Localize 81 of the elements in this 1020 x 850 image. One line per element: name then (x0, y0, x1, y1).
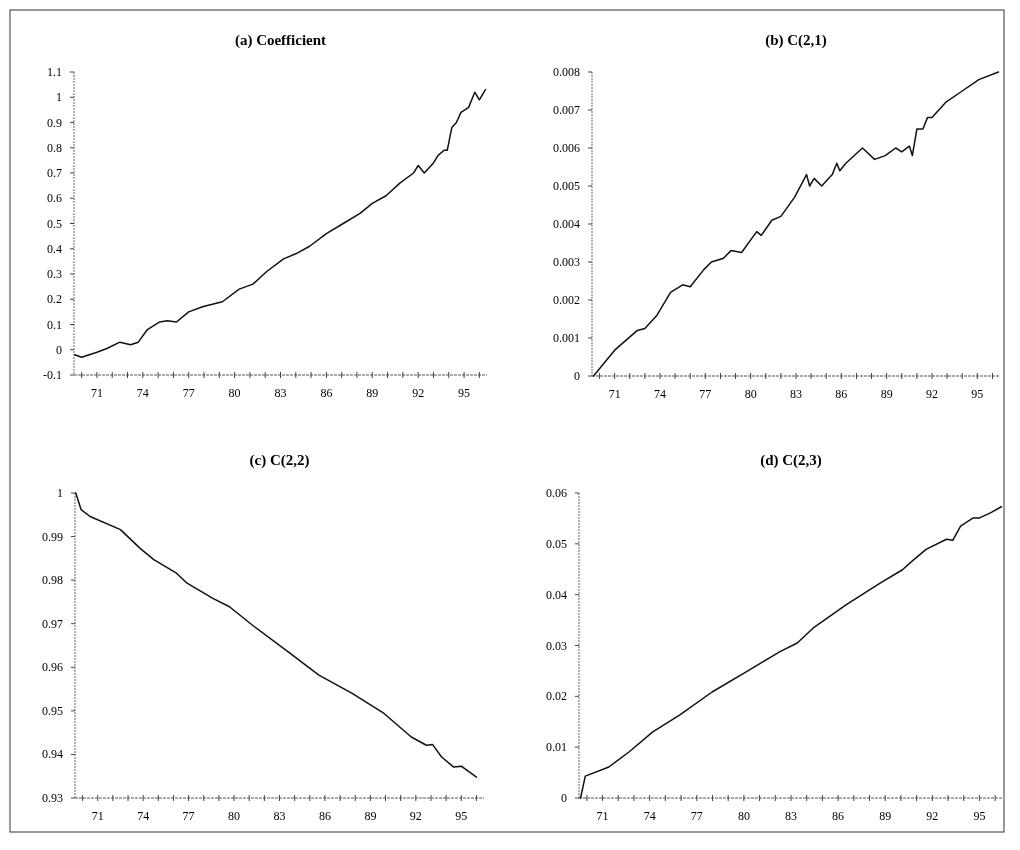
x-tick-label: 74 (136, 386, 149, 400)
y-tick-label: 0.8 (47, 140, 62, 155)
y-tick-label: -0.1 (43, 368, 62, 382)
x-tick-label: 80 (737, 809, 750, 823)
x-tick-label: 86 (835, 387, 848, 401)
y-tick-label: 0.02 (546, 689, 567, 704)
line-series (74, 88, 487, 359)
y-tick-label: 0.94 (42, 747, 63, 762)
y-tick-label: 0.002 (553, 293, 580, 307)
y-tick-label: 0.005 (553, 179, 580, 193)
x-tick-label: 77 (690, 809, 703, 823)
x-tick-label: 86 (318, 809, 331, 823)
y-tick-label: 0.9 (47, 115, 62, 130)
x-tick-label: 95 (458, 386, 471, 400)
x-tick-label: 74 (654, 387, 666, 401)
chart-title: (b) C(2,1) (765, 32, 827, 49)
y-tick-label: 0.03 (546, 638, 567, 653)
x-tick-label: 92 (926, 809, 939, 823)
y-tick-label: 0.98 (42, 573, 63, 588)
x-tick-label: 83 (274, 386, 287, 400)
x-tick-label: 80 (228, 386, 241, 400)
x-tick-label: 86 (320, 386, 333, 400)
x-tick-label: 86 (832, 809, 845, 823)
x-tick-label: 71 (91, 809, 104, 823)
x-tick-label: 77 (182, 809, 195, 823)
line-series (75, 492, 478, 778)
x-tick-label: 95 (455, 809, 468, 823)
x-tick-label: 92 (926, 387, 938, 401)
y-tick-label: 0.06 (546, 486, 567, 500)
line-series (592, 71, 1000, 377)
y-tick-label: 0.5 (47, 216, 62, 231)
y-tick-label: 0 (561, 791, 567, 805)
chart-title: (d) C(2,3) (760, 452, 822, 469)
x-tick-label: 71 (608, 387, 621, 401)
y-tick-label: 0.95 (42, 703, 63, 718)
y-tick-label: 0 (574, 369, 580, 383)
x-tick-label: 83 (790, 387, 802, 401)
y-tick-label: 1.1 (47, 65, 62, 79)
x-tick-label: 77 (699, 387, 712, 401)
y-tick-label: 0.97 (42, 616, 63, 631)
x-tick-label: 89 (364, 809, 377, 823)
y-tick-label: 0.04 (546, 587, 567, 602)
x-tick-label: 77 (182, 386, 195, 400)
y-tick-label: 0.7 (47, 166, 62, 180)
x-tick-label: 80 (744, 387, 757, 401)
x-tick-label: 71 (90, 386, 103, 400)
x-tick-label: 80 (228, 809, 241, 823)
x-tick-label: 83 (785, 809, 797, 823)
y-tick-label: 0.006 (553, 141, 580, 155)
y-tick-label: 0.1 (47, 317, 62, 332)
x-tick-label: 83 (273, 809, 286, 823)
line-series (579, 505, 1003, 799)
y-tick-label: 0.93 (42, 791, 63, 805)
y-tick-label: 0.05 (546, 536, 567, 551)
x-tick-label: 92 (412, 386, 425, 400)
y-tick-label: 0.01 (546, 740, 567, 755)
x-tick-label: 89 (366, 386, 379, 400)
y-tick-label: 0.96 (42, 660, 63, 675)
y-tick-label: 0.004 (553, 217, 580, 231)
y-tick-label: 0.3 (47, 267, 62, 281)
x-tick-label: 95 (971, 387, 984, 401)
x-tick-label: 74 (137, 809, 150, 823)
x-tick-label: 71 (596, 809, 609, 823)
x-tick-label: 92 (409, 809, 422, 823)
y-tick-label: 0.007 (553, 103, 580, 117)
y-tick-label: 0.001 (553, 331, 580, 345)
y-tick-label: 0.003 (553, 255, 580, 269)
y-tick-label: 0.4 (47, 241, 62, 256)
y-tick-label: 1 (57, 486, 63, 500)
y-tick-label: 0 (56, 342, 62, 357)
y-tick-label: 0.2 (47, 292, 62, 307)
y-tick-label: 0.008 (553, 65, 580, 79)
x-tick-label: 74 (643, 809, 656, 823)
y-tick-label: 0.6 (47, 191, 62, 206)
y-tick-label: 0.99 (42, 529, 63, 544)
x-tick-label: 95 (973, 809, 986, 823)
chart-title: (c) C(2,2) (249, 452, 310, 469)
chart-title: (a) Coefficient (234, 32, 327, 49)
x-tick-label: 89 (880, 387, 893, 401)
y-tick-label: 1 (56, 90, 62, 105)
x-tick-label: 89 (879, 809, 892, 823)
